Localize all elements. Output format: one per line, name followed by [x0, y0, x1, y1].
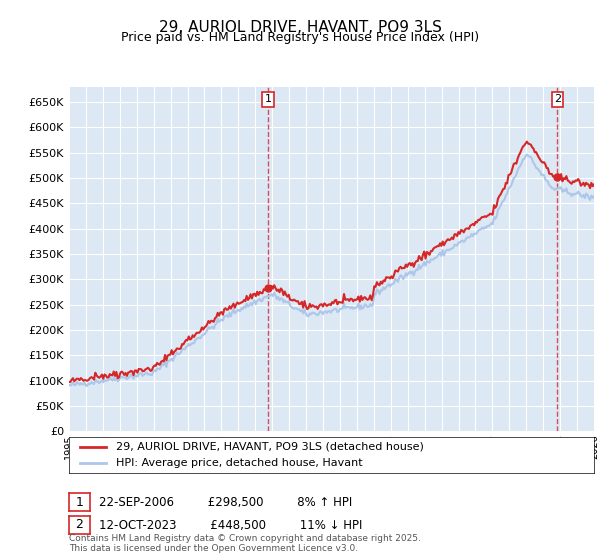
Text: 1: 1: [76, 496, 83, 509]
Text: 29, AURIOL DRIVE, HAVANT, PO9 3LS: 29, AURIOL DRIVE, HAVANT, PO9 3LS: [158, 20, 442, 35]
Text: Contains HM Land Registry data © Crown copyright and database right 2025.
This d: Contains HM Land Registry data © Crown c…: [69, 534, 421, 553]
Text: 1: 1: [265, 95, 271, 105]
Text: 2: 2: [76, 518, 83, 531]
Text: HPI: Average price, detached house, Havant: HPI: Average price, detached house, Hava…: [116, 458, 363, 468]
Text: 12-OCT-2023         £448,500         11% ↓ HPI: 12-OCT-2023 £448,500 11% ↓ HPI: [99, 519, 362, 532]
Text: 22-SEP-2006         £298,500         8% ↑ HPI: 22-SEP-2006 £298,500 8% ↑ HPI: [99, 496, 352, 510]
Text: 29, AURIOL DRIVE, HAVANT, PO9 3LS (detached house): 29, AURIOL DRIVE, HAVANT, PO9 3LS (detac…: [116, 442, 424, 452]
Text: 2: 2: [554, 95, 561, 105]
Text: Price paid vs. HM Land Registry's House Price Index (HPI): Price paid vs. HM Land Registry's House …: [121, 31, 479, 44]
